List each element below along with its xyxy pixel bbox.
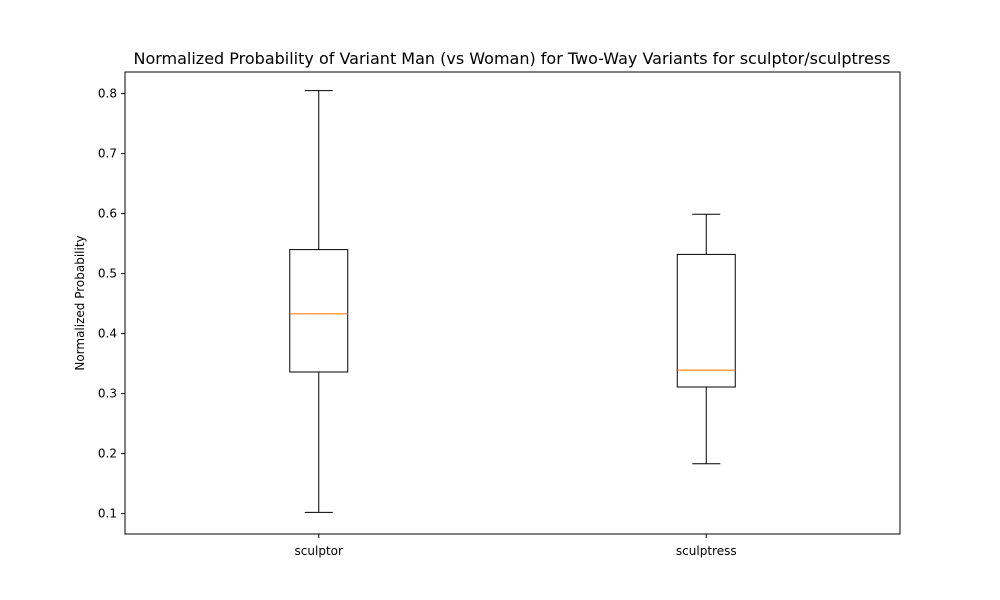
y-axis-label: Normalized Probability <box>73 235 87 370</box>
iqr-box <box>289 249 349 373</box>
y-tick-label: 0.4 <box>98 327 117 341</box>
y-tick-label: 0.2 <box>98 447 117 461</box>
y-tick-label: 0.8 <box>98 87 117 101</box>
plot-frame <box>124 71 901 535</box>
chart-title: Normalized Probability of Variant Man (v… <box>133 49 890 68</box>
y-tick-label: 0.1 <box>98 507 117 521</box>
x-tick-label: sculptor <box>295 544 343 558</box>
y-tick-label: 0.5 <box>98 267 117 281</box>
iqr-box <box>676 253 736 388</box>
y-tick-label: 0.6 <box>98 207 117 221</box>
x-tick-label: sculptress <box>676 544 737 558</box>
plot-area: 0.1 0.2 0.3 0.4 0.5 0.6 0.7 0.8 sculptor sculptre… <box>98 71 901 558</box>
y-tick-label: 0.7 <box>98 147 117 161</box>
y-tick-label: 0.3 <box>98 387 117 401</box>
